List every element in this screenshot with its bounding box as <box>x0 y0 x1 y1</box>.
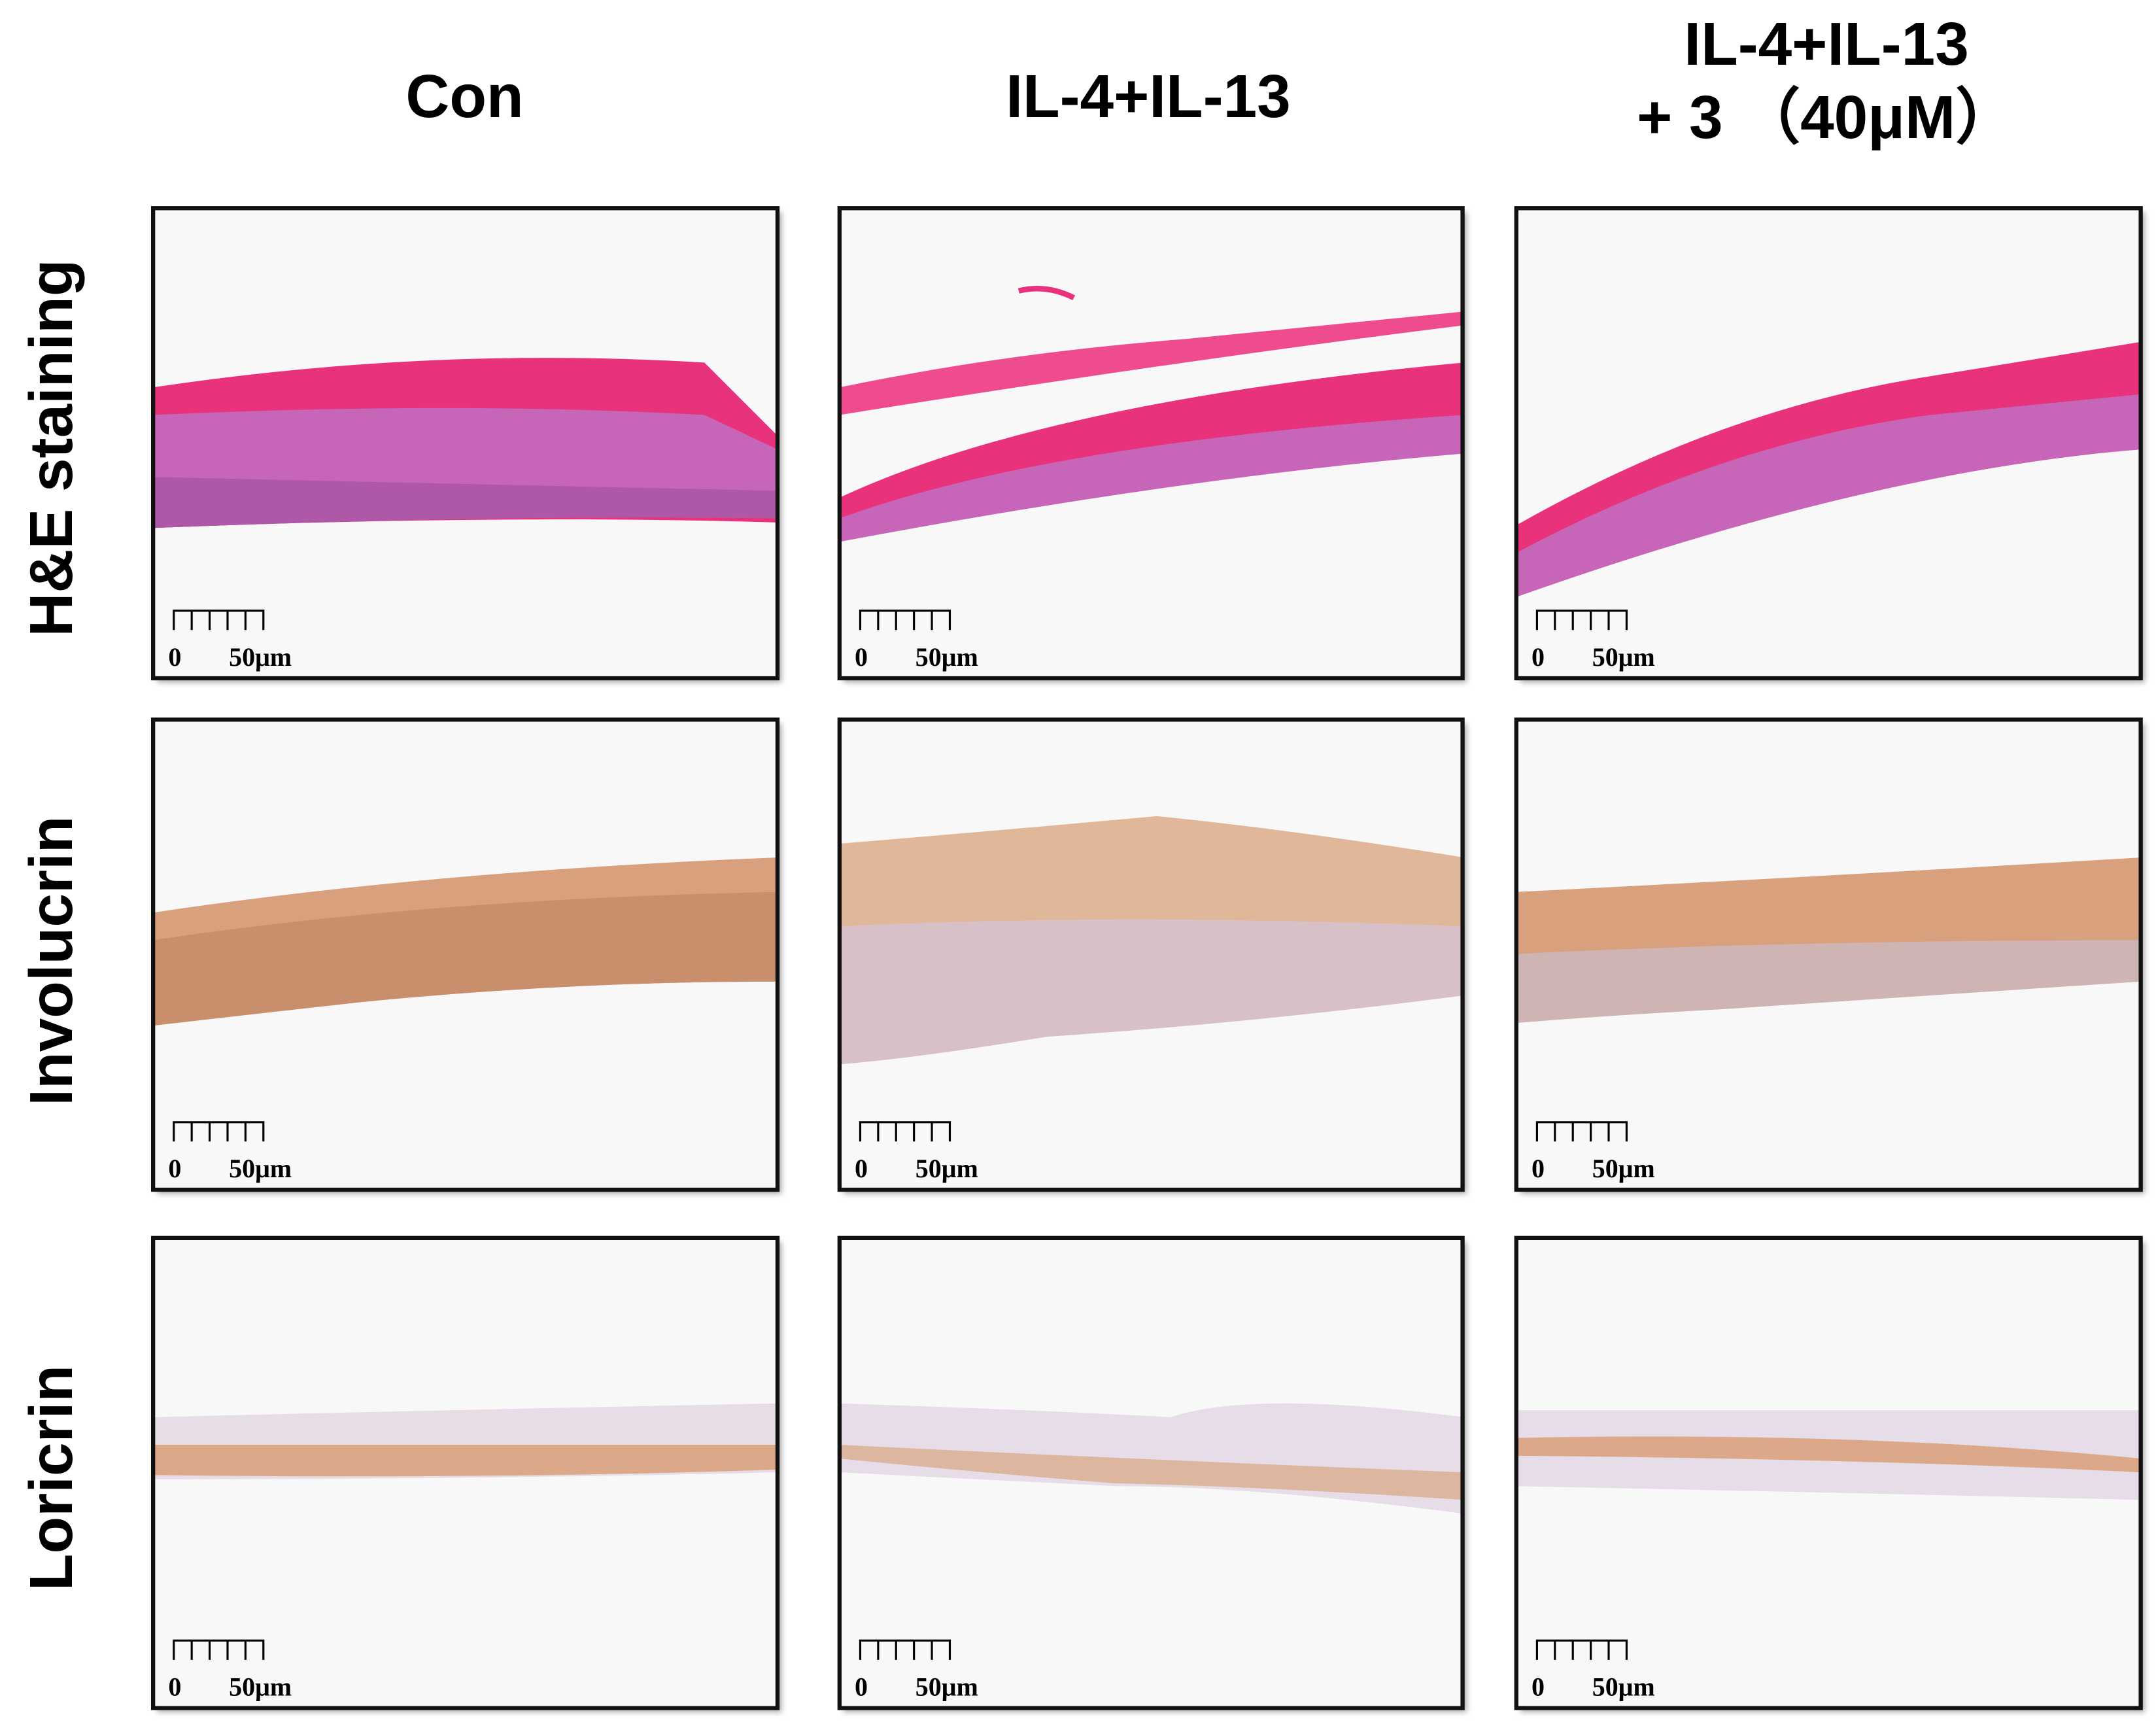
row-label: Involucrin <box>17 816 85 1106</box>
scale-bar-end: 50μm <box>915 1154 978 1183</box>
scale-bar-end: 50μm <box>229 1672 292 1702</box>
scale-bar <box>1535 610 1628 630</box>
tissue-layer <box>1018 286 1076 301</box>
panel-border <box>837 717 1465 1192</box>
scale-bar <box>859 610 951 630</box>
panel-border <box>150 717 780 1192</box>
scale-bar <box>859 1121 951 1142</box>
micrograph-panel: 0 50μm <box>1514 206 2143 681</box>
scale-bar <box>173 610 265 630</box>
panel-border <box>1514 206 2143 681</box>
tissue-layer <box>153 891 778 1026</box>
scale-bar-end: 50μm <box>229 642 292 672</box>
tissue <box>839 286 1463 542</box>
column-header: IL-4+IL-13 <box>1006 62 1290 130</box>
tissue <box>153 1403 778 1479</box>
scale-bar-end: 50μm <box>915 1672 978 1702</box>
micrograph-panel: 0 50μm <box>150 717 780 1192</box>
scale-bar <box>173 1121 265 1142</box>
tissue <box>839 1403 1463 1514</box>
tissue-layer <box>839 311 1463 415</box>
column-header: + 3 （40μM） <box>1637 83 2016 151</box>
column-header: Con <box>405 62 523 130</box>
tissue-layer <box>839 919 1463 1065</box>
tissue-layer <box>839 1445 1463 1500</box>
tissue <box>1516 341 2141 597</box>
scale-bar <box>859 1639 951 1660</box>
tissue <box>839 816 1463 1065</box>
tissue-layer <box>153 1445 778 1477</box>
tissue-layer <box>1516 940 2141 1024</box>
tissue <box>1516 857 2141 1024</box>
row-label: Loricrin <box>17 1365 85 1591</box>
scale-bar-end: 50μm <box>1592 642 1655 672</box>
micrograph-panel: 0 50μm <box>1514 1235 2143 1710</box>
scale-bar-end: 50μm <box>1592 1154 1655 1183</box>
micrograph-panel: 0 50μm <box>150 1235 780 1710</box>
column-header: IL-4+IL-13 <box>1684 10 1968 78</box>
scale-bar-end: 50μm <box>1592 1672 1655 1702</box>
micrograph-panel: 0 50μm <box>150 206 780 681</box>
micrograph-panel: 0 50μm <box>1514 717 2143 1192</box>
panel-border <box>1514 717 2143 1192</box>
scale-bar-start: 0 <box>1531 642 1545 672</box>
scale-bar-start: 0 <box>1531 1672 1545 1702</box>
scale-bar-start: 0 <box>1531 1154 1545 1183</box>
tissue-layer <box>1516 394 2141 597</box>
panel-border <box>150 206 780 681</box>
tissue-layer <box>153 477 778 528</box>
tissue-layer <box>839 415 1463 542</box>
scale-bar <box>173 1639 265 1660</box>
scale-bar <box>1535 1121 1628 1142</box>
scale-bar-start: 0 <box>168 1672 181 1702</box>
micrograph-panel: 0 50μm <box>837 1235 1465 1710</box>
panel-border <box>1514 1235 2143 1710</box>
tissue <box>153 857 778 1026</box>
scale-bar-start: 0 <box>168 642 181 672</box>
row-label: H&E staining <box>17 260 85 637</box>
scale-bar-start: 0 <box>855 1672 868 1702</box>
scale-bar-start: 0 <box>168 1154 181 1183</box>
tissue <box>1516 1410 2141 1500</box>
micrograph-panel: 0 50μm <box>837 206 1465 681</box>
scale-bar <box>1535 1639 1628 1660</box>
scale-bar-start: 0 <box>855 642 868 672</box>
micrograph-panel: 0 50μm <box>837 717 1465 1192</box>
scale-bar-start: 0 <box>855 1154 868 1183</box>
scale-bar-end: 50μm <box>229 1154 292 1183</box>
scale-bar-end: 50μm <box>915 642 978 672</box>
panel-border <box>837 1235 1465 1710</box>
panel-border <box>150 1235 780 1710</box>
panel-border <box>837 206 1465 681</box>
tissue-layer <box>1516 1436 2141 1473</box>
tissue <box>153 358 778 528</box>
